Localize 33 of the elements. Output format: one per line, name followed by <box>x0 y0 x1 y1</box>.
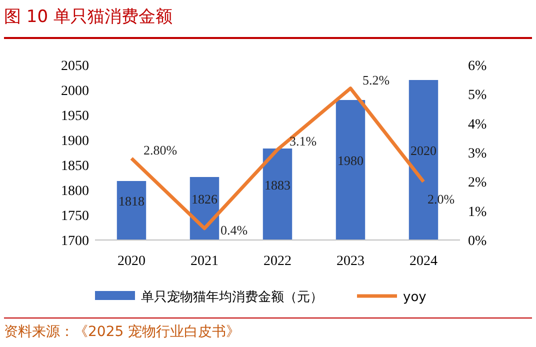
chart-title: 图 10 单只猫消费金额 <box>4 7 172 27</box>
legend-label: 单只宠物猫年均消费金额（元） <box>141 290 323 305</box>
y-tick-label: 1900 <box>61 134 89 149</box>
data-label: 2020 <box>410 143 436 158</box>
x-tick-label: 2021 <box>190 254 218 269</box>
data-label: 1883 <box>264 177 290 192</box>
y2-tick-label: 3% <box>468 146 487 162</box>
data-label: 2.80% <box>144 142 178 158</box>
y2-tick-label: 5% <box>468 88 487 104</box>
data-label: 0.4% <box>220 222 248 238</box>
y-tick-label: 1750 <box>61 209 89 224</box>
y-tick-label: 1850 <box>61 159 89 174</box>
y2-tick-label: 6% <box>468 59 487 74</box>
y2-tick-label: 1% <box>468 204 487 220</box>
x-tick-label: 2022 <box>264 254 292 269</box>
y-tick-label: 1800 <box>61 184 89 199</box>
x-tick-label: 2020 <box>118 254 146 269</box>
data-label: 5.2% <box>362 72 390 88</box>
y-tick-label: 2050 <box>61 59 89 74</box>
x-tick-label: 2024 <box>410 254 438 269</box>
data-label: 1818 <box>118 194 144 208</box>
y-tick-label: 2000 <box>61 84 89 99</box>
y2-tick-label: 0% <box>468 234 487 249</box>
x-tick-label: 2023 <box>336 254 364 269</box>
data-label: 1826 <box>192 192 218 206</box>
data-label: 3.1% <box>290 134 317 149</box>
legend-label: yoy <box>403 290 427 305</box>
y-tick-label: 1700 <box>61 234 89 249</box>
data-label: 1980 <box>338 153 364 168</box>
text: 资料来源：《2025 宠物行业白皮书》 <box>4 324 240 340</box>
y-tick-label: 1950 <box>61 109 89 124</box>
y2-tick-label: 4% <box>468 117 487 132</box>
y2-tick-label: 2% <box>468 176 487 191</box>
